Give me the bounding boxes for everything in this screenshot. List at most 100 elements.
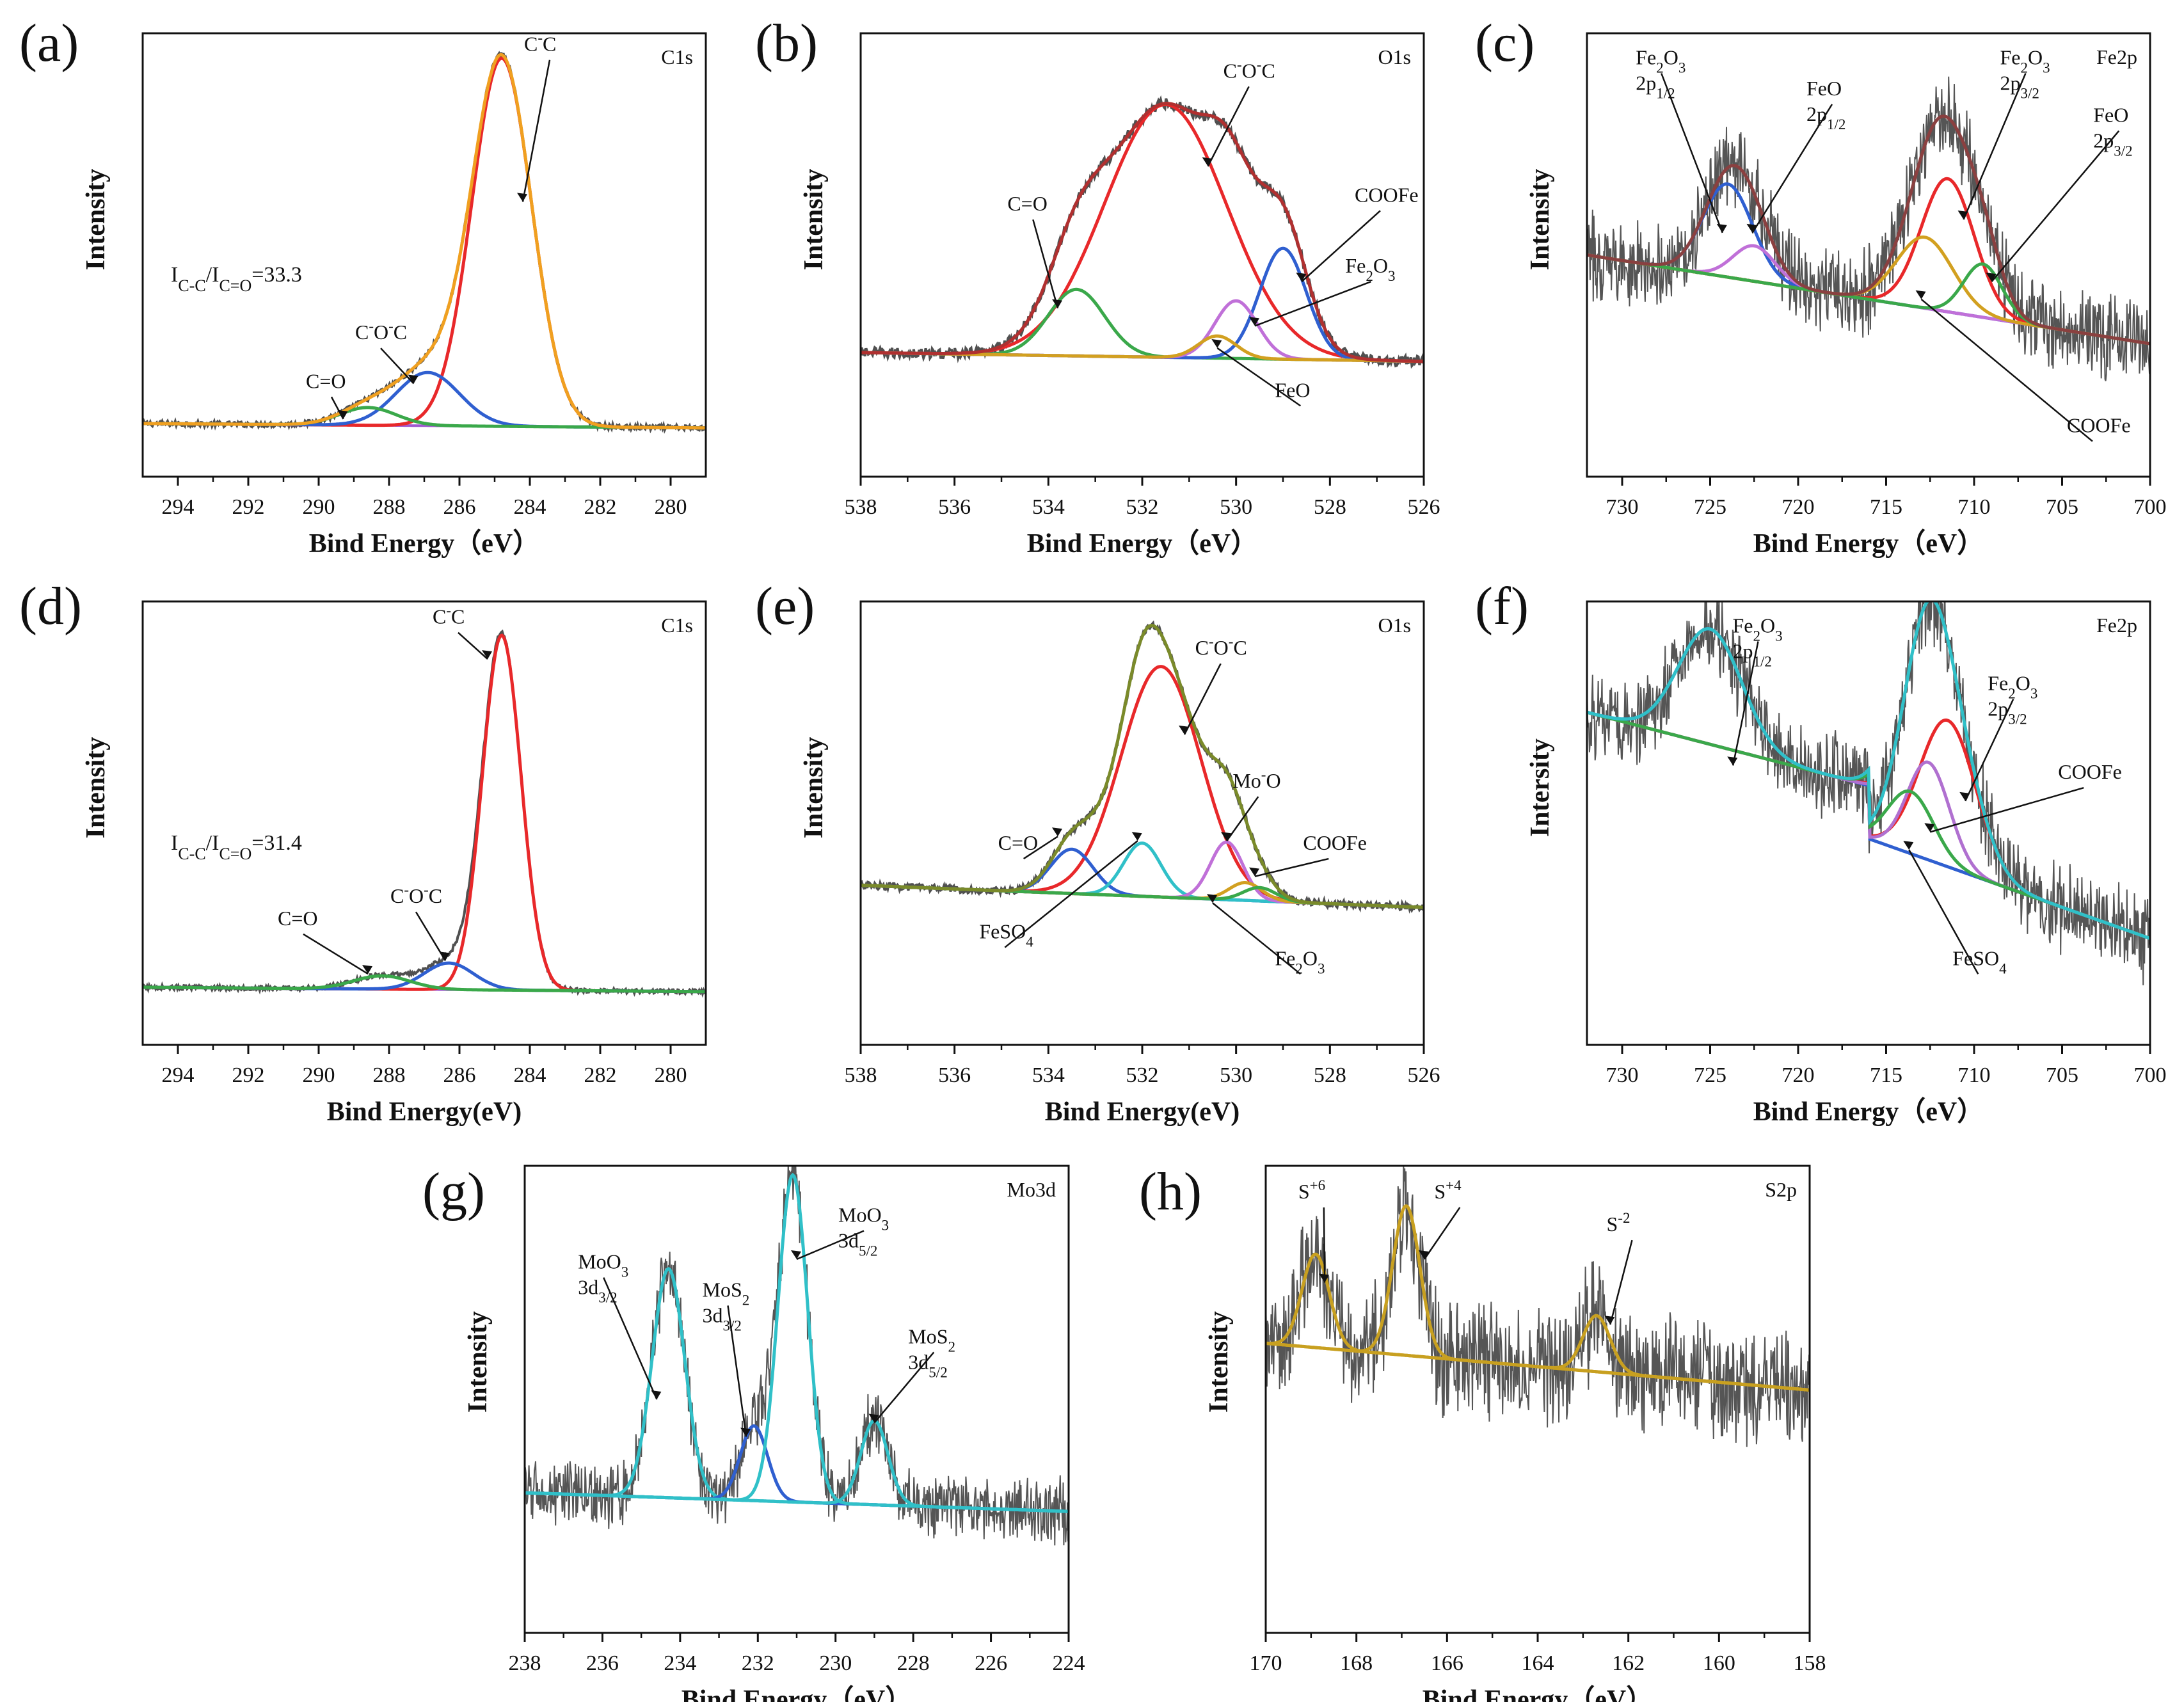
- peak-label: C-C: [524, 29, 556, 56]
- peak-label-arrow: [1023, 836, 1058, 860]
- arrow-head: [1052, 299, 1062, 308]
- x-tick-label: 538: [845, 1063, 877, 1087]
- ratio-annotation: IC-C/IC=O=31.4: [171, 831, 302, 863]
- peak-label-arrow: [522, 60, 551, 202]
- x-tick-label: 536: [938, 1063, 971, 1087]
- x-tick-label: 170: [1250, 1651, 1282, 1675]
- x-tick-label: 282: [584, 495, 617, 519]
- peak-label: C-O-C: [390, 881, 442, 907]
- x-tick-label: 526: [1408, 495, 1440, 519]
- arrow-head: [651, 1390, 662, 1399]
- corner-label: O1s: [1378, 45, 1411, 68]
- series-peak-s-2: [1266, 1314, 1810, 1392]
- peak-label: C=O: [306, 369, 346, 392]
- peak-label-arrow: [603, 1277, 658, 1400]
- peak-label: FeSO4: [979, 920, 1033, 950]
- y-axis-title: Intensity: [81, 169, 111, 271]
- peak-label: COOFe: [1303, 831, 1367, 854]
- x-tick-label: 284: [514, 1063, 546, 1087]
- panel-f: (f) 730 725 720 715 710 705 700 Bind Energy（eV） I…: [1475, 577, 2167, 1127]
- arrow-head: [1319, 1273, 1330, 1283]
- series-raw: [1587, 76, 2150, 381]
- peak-label: C-O-C: [1224, 56, 1275, 82]
- plot-frame: [1586, 32, 2151, 478]
- peak-label-arrow: [1212, 902, 1302, 975]
- x-tick-label: 280: [655, 1063, 687, 1087]
- x-tick-label: 715: [1870, 1063, 1902, 1087]
- series-peak-c-o-c: [143, 370, 706, 430]
- x-tick-label: 530: [1220, 495, 1252, 519]
- arrow-head: [1179, 725, 1189, 735]
- plot-frame: [1264, 1165, 1811, 1634]
- peak-label: Fe2O3 2p1/2: [1636, 46, 1686, 102]
- arrow-head: [440, 951, 450, 961]
- x-tick-label: 236: [586, 1651, 619, 1675]
- plot-area: [525, 1166, 1069, 1546]
- peak-label: MoO3 3d5/2: [838, 1204, 889, 1259]
- x-tick-label: 166: [1431, 1651, 1463, 1675]
- peak-label: Fe2O3 2p3/2: [2000, 46, 2050, 102]
- arrow-head: [362, 965, 372, 974]
- corner-label: Fe2p: [2096, 45, 2137, 68]
- arrow-head: [1202, 157, 1213, 166]
- peak-label-arrow: [873, 1351, 935, 1424]
- x-tick-label: 158: [1794, 1651, 1826, 1675]
- peak-label-arrow: [1301, 210, 1381, 283]
- series-peak-c-o: [143, 974, 706, 994]
- x-tick-label: 292: [232, 495, 265, 519]
- x-tick-label: 730: [1606, 495, 1639, 519]
- x-tick-label: 228: [897, 1651, 930, 1675]
- x-tick-label: 286: [443, 1063, 476, 1087]
- peak-label-arrow: [1929, 786, 2084, 833]
- x-tick-label: 528: [1314, 495, 1346, 519]
- peak-label-arrow: [1661, 73, 1723, 234]
- y-axis-title: Intensity: [463, 1311, 493, 1413]
- arrow-head: [1903, 841, 1914, 850]
- x-tick-label: 292: [232, 1063, 265, 1087]
- series-raw: [525, 1166, 1069, 1546]
- x-tick-label: 534: [1032, 495, 1065, 519]
- peak-label-arrow: [1032, 219, 1059, 308]
- panel-d: (d) 294 292 290 288 286 284 282 280 Bind Energy(e…: [19, 577, 707, 1127]
- arrow-head: [1915, 290, 1926, 299]
- x-tick-label: 294: [162, 495, 195, 519]
- panel-c: (c) 730 725 720 715 710 705 700 Bind Energy（eV） I…: [1475, 13, 2167, 559]
- peak-label-arrow: [458, 632, 488, 660]
- x-tick-label: 224: [1053, 1651, 1085, 1675]
- panel-label: (e): [755, 577, 815, 636]
- peak-label: C=O: [278, 907, 318, 930]
- series-peak-coofe: [861, 246, 1424, 363]
- peak-label: FeO 2p3/2: [2093, 104, 2132, 159]
- peak-label: S+6: [1298, 1177, 1325, 1203]
- x-tick-label: 526: [1408, 1063, 1440, 1087]
- x-tick-label: 710: [1958, 495, 1991, 519]
- corner-label: S2p: [1765, 1178, 1797, 1201]
- x-tick-label: 700: [2134, 495, 2167, 519]
- peak-label-arrow: [303, 933, 369, 975]
- series-envelope: [1587, 114, 2150, 346]
- arrow-head: [1959, 791, 1970, 801]
- plot-area: [143, 629, 706, 998]
- corner-label: C1s: [661, 45, 693, 68]
- plot-area: [143, 51, 706, 434]
- panel-label: (c): [1475, 13, 1534, 73]
- plot-frame: [523, 1165, 1070, 1634]
- series-peak-c-c: [143, 633, 706, 994]
- x-tick-label: 294: [162, 1063, 195, 1087]
- x-axis-title: Bind Energy（eV）: [682, 1685, 913, 1702]
- peak-label-arrow: [1751, 104, 1833, 234]
- x-tick-label: 710: [1958, 1063, 1991, 1087]
- series-peak-mos2-3d5-2: [525, 1419, 1069, 1513]
- series-peak-c-o: [861, 847, 1424, 909]
- panel-label: (g): [422, 1162, 485, 1221]
- peak-label: Fe2O3: [1275, 946, 1325, 976]
- peak-label: FeO: [1275, 378, 1310, 401]
- corner-label: Fe2p: [2096, 614, 2137, 637]
- x-tick-label: 725: [1694, 495, 1726, 519]
- peak-label: Mo-O: [1232, 766, 1280, 792]
- x-tick-label: 288: [373, 1063, 406, 1087]
- x-tick-label: 530: [1220, 1063, 1252, 1087]
- x-tick-label: 282: [584, 1063, 617, 1087]
- panel-e: (e) 538 536 534 532 530 528 526 Bind Energy(eV) I…: [755, 577, 1440, 1127]
